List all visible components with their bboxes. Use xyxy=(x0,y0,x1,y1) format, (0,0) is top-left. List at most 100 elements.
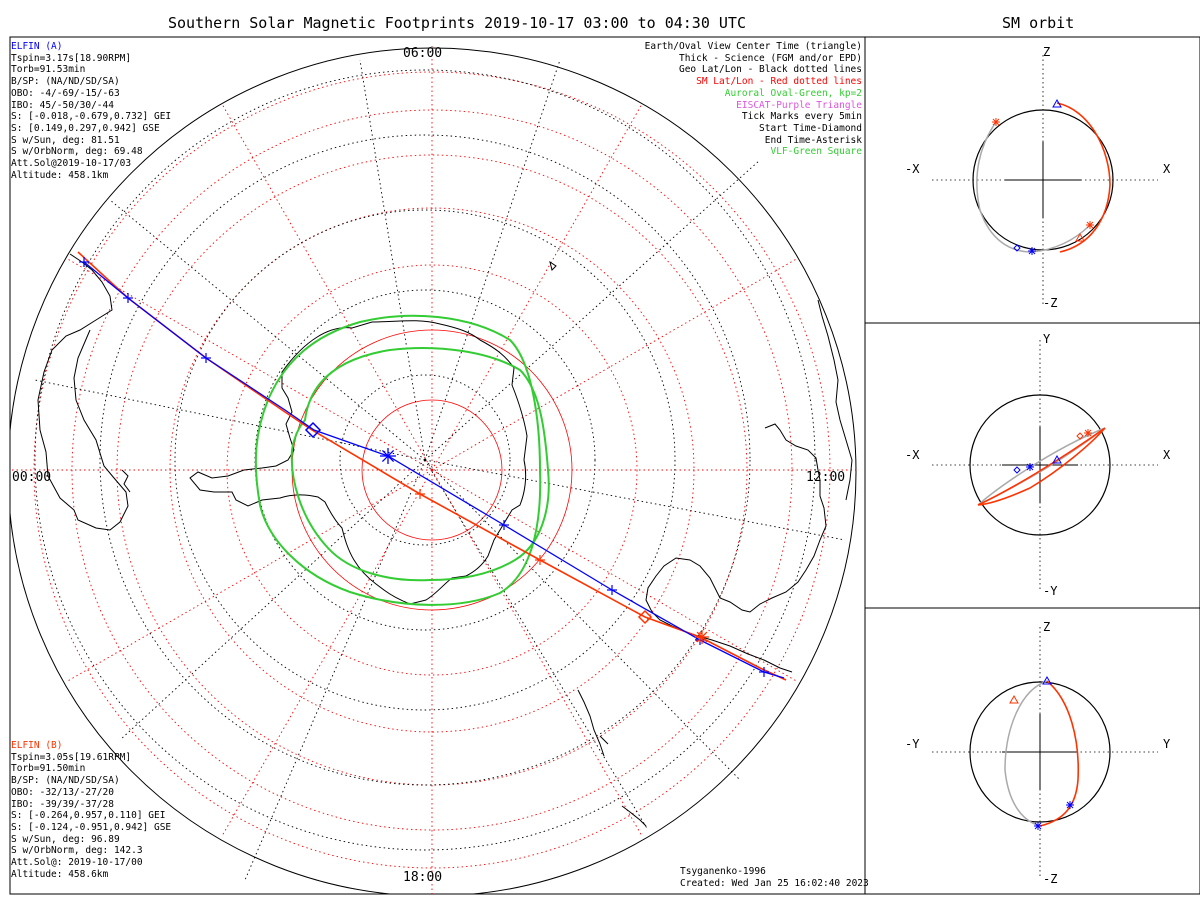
orbit-label-left: -Y xyxy=(905,737,920,751)
geo-meridian xyxy=(424,459,741,781)
info-line: S: [-0.018,-0.679,0.732] GEI xyxy=(11,111,172,123)
info-line: S: [-0.124,-0.951,0.942] GSE xyxy=(11,821,172,833)
info-line: B/SP: (NA/ND/SD/SA) xyxy=(11,775,120,787)
sm-meridian xyxy=(221,469,433,837)
geo-lat-ring xyxy=(174,209,676,711)
info-line: S: [0.149,0.297,0.942] GSE xyxy=(11,122,160,134)
info-line: Att.Sol@: 2019-10-17/00 xyxy=(11,857,143,869)
coast-fragment xyxy=(549,260,557,271)
coast-fragment xyxy=(817,299,853,501)
info-line: S w/OrbNorm, deg: 142.3 xyxy=(11,845,143,857)
sm-meridian xyxy=(431,103,643,471)
info-line: Tspin=3.05s[19.61RPM] xyxy=(11,751,132,763)
elfin-a-lines: Tspin=3.17s[18.90RPM] Torb=91.53min B/SP: … xyxy=(11,53,171,182)
info-line: B/SP: (NA/ND/SD/SA) xyxy=(11,76,120,88)
orbit-triangle-marker xyxy=(1052,98,1062,108)
antarctica-coast xyxy=(189,320,528,605)
coast-fragment xyxy=(121,469,131,493)
mlt-label-left: 00:00 xyxy=(12,470,52,485)
geo-lat-ring xyxy=(339,374,511,546)
geo-meridian xyxy=(424,59,561,461)
orbit-asterisk-marker xyxy=(1084,429,1092,437)
info-line: S w/Sun, deg: 81.51 xyxy=(11,134,120,146)
coast-fragment xyxy=(621,805,647,827)
info-line: Tspin=3.17s[18.90RPM] xyxy=(11,52,132,64)
sm-meridian xyxy=(65,257,433,471)
info-line: OBO: -32/13/-27/20 xyxy=(11,786,114,798)
orbit-triangle-marker xyxy=(1042,675,1052,685)
sm-meridian xyxy=(431,469,799,683)
orbit-label-left: -X xyxy=(905,448,920,462)
orbit-label-right: X xyxy=(1163,448,1171,462)
legend-entry: Auroral Oval-Green, kp=2 xyxy=(724,87,862,99)
elfin-b-end-asterisk xyxy=(696,631,708,643)
legend-entry: Start Time-Diamond xyxy=(759,122,862,134)
map-boundary xyxy=(10,47,857,894)
map-legend: Earth/Oval View Center Time (triangle) Th… xyxy=(645,41,862,158)
info-line: Att.Sol@2019-10-17/03 xyxy=(11,158,132,170)
geo-lat-ring xyxy=(254,289,596,631)
orbit-track-b xyxy=(1056,102,1111,253)
orbit-label-top: Z xyxy=(1043,620,1051,634)
elfin-b-lines: Tspin=3.05s[19.61RPM] Torb=91.50min B/SP: … xyxy=(11,752,171,881)
earth-outline xyxy=(969,394,1111,536)
mlt-label-right: 12:00 xyxy=(806,470,846,485)
orbit-label-right: Y xyxy=(1163,737,1171,751)
legend-entry: Tick Marks every 5min xyxy=(741,111,862,123)
orbit-panels xyxy=(932,55,1158,877)
info-line: Torb=91.53min xyxy=(11,64,86,76)
orbit-triangle-marker xyxy=(1009,694,1019,704)
orbit-track-b xyxy=(1039,680,1080,827)
figure-title: Southern Solar Magnetic Footprints 2019-… xyxy=(168,14,746,32)
orbit-panel xyxy=(932,55,1158,305)
geo-meridian xyxy=(34,379,426,461)
geo-grid xyxy=(34,59,846,881)
orbit-panel xyxy=(932,627,1158,877)
legend-entry: End Time-Asterisk xyxy=(764,134,862,146)
orbit-triangle-marker xyxy=(1052,454,1062,464)
geo-lat-ring xyxy=(99,134,751,786)
oval-equatorward xyxy=(254,314,542,606)
earth-outline xyxy=(969,681,1111,823)
orbit-panel xyxy=(932,340,1158,590)
orbit-asterisk-marker xyxy=(1028,247,1036,255)
orbit-triangle-marker xyxy=(1075,232,1085,242)
info-line: Altitude: 458.1km xyxy=(11,169,109,181)
orbit-track-gray xyxy=(1004,680,1048,827)
geo-meridian xyxy=(244,459,426,881)
legend-entry: VLF-Green Square xyxy=(770,146,862,158)
elfin-b-info: ELFIN (B) Tspin=3.05s[19.61RPM] Torb=91.5… xyxy=(11,740,171,880)
orbit-diamond-marker xyxy=(1076,432,1084,440)
info-line: S: [-0.264,0.957,0.110] GEI xyxy=(11,810,166,822)
polar-map xyxy=(10,46,858,894)
geo-meridian xyxy=(119,459,426,741)
geo-meridian xyxy=(424,459,846,541)
sm-meridian xyxy=(65,469,433,683)
orbit-asterisk-marker xyxy=(1034,822,1042,830)
geo-meridian xyxy=(424,459,649,831)
info-line: OBO: -4/-69/-15/-63 xyxy=(11,87,120,99)
orbit-label-left: -X xyxy=(905,162,920,176)
elfin-b-name: ELFIN (B) xyxy=(11,740,63,751)
model-name: Tsyganenko-1996 xyxy=(680,866,766,877)
info-line: S w/OrbNorm, deg: 69.48 xyxy=(11,146,143,158)
orbit-title: SM orbit xyxy=(1002,14,1075,32)
orbit-asterisk-marker xyxy=(1086,221,1094,229)
orbit-frame xyxy=(864,36,1200,895)
new-zealand-coast xyxy=(577,689,609,757)
legend-entry: Thick - Science (FGM and/or EPD) xyxy=(678,52,862,64)
created-timestamp: Created: Wed Jan 25 16:02:40 2023 xyxy=(680,877,869,889)
elfin-a-info: ELFIN (A) Tspin=3.17s[18.90RPM] Torb=91.5… xyxy=(11,41,171,181)
sm-meridian xyxy=(431,469,643,837)
geo-lat-ring xyxy=(34,69,816,851)
geo-meridian xyxy=(424,159,761,461)
orbit-diamond-marker xyxy=(1013,244,1021,252)
elfin-a-start-diamond xyxy=(304,421,322,439)
sm-lat-ring xyxy=(361,399,503,541)
sm-meridian xyxy=(221,103,433,471)
info-line: S w/Sun, deg: 96.89 xyxy=(11,833,120,845)
sm-lat-ring xyxy=(226,264,638,676)
info-line: IBO: 45/-50/30/-44 xyxy=(11,99,114,111)
